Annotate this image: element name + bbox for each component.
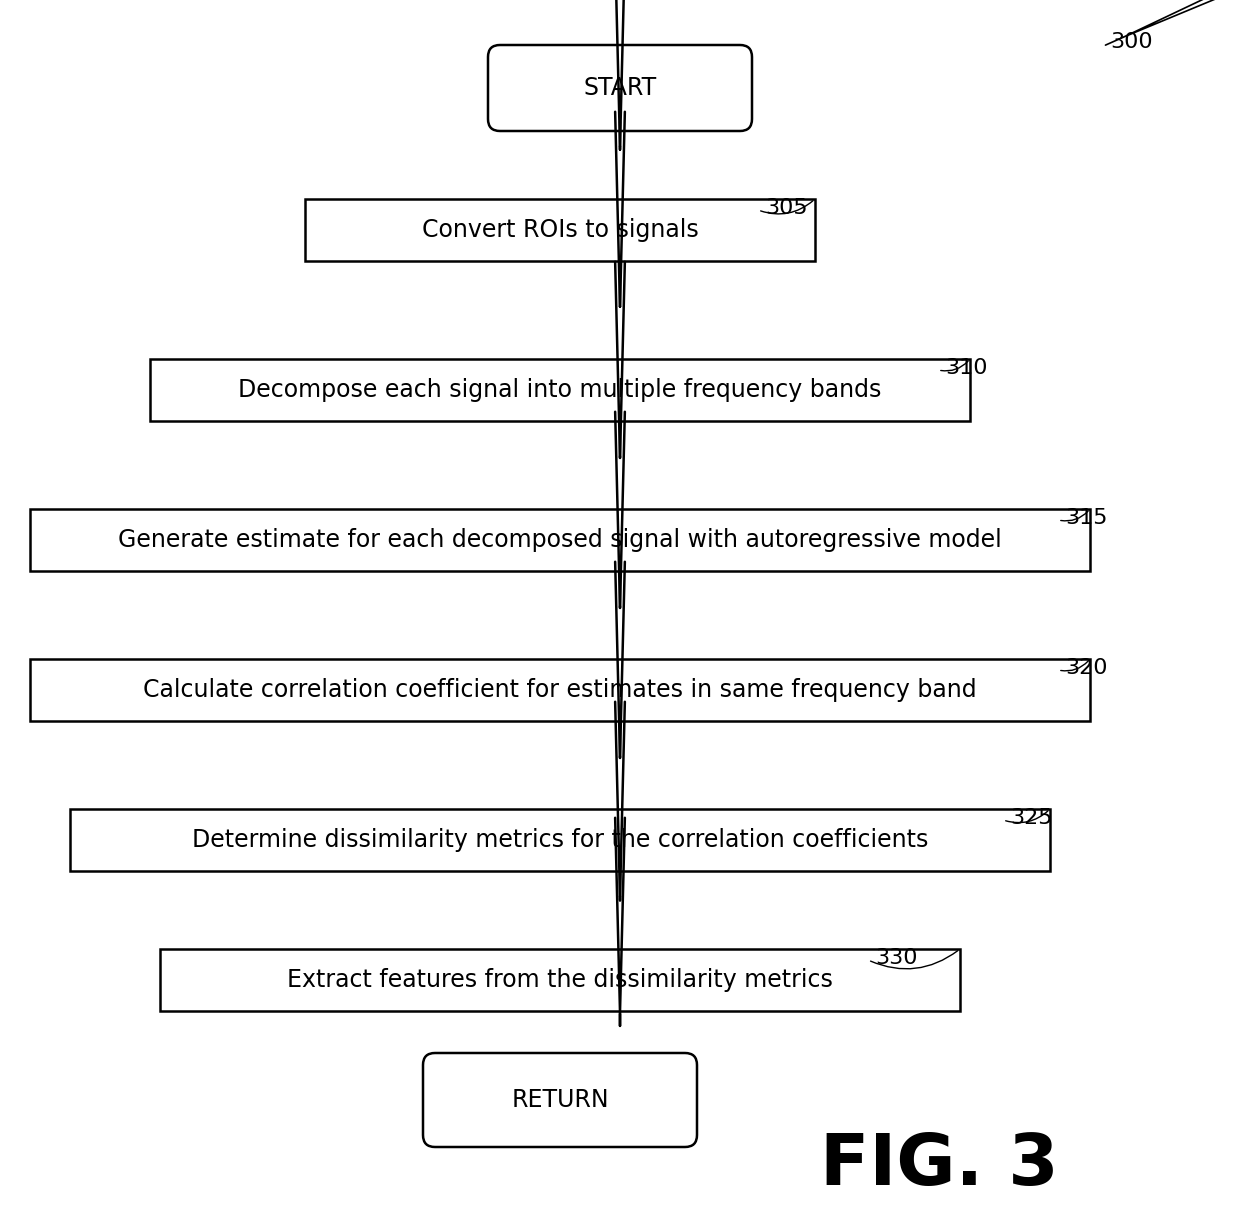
Text: START: START — [583, 76, 657, 100]
FancyBboxPatch shape — [423, 1053, 697, 1148]
Text: 300: 300 — [1110, 31, 1153, 52]
Text: Determine dissimilarity metrics for the correlation coefficients: Determine dissimilarity metrics for the … — [192, 827, 929, 852]
Text: Extract features from the dissimilarity metrics: Extract features from the dissimilarity … — [288, 968, 833, 992]
FancyBboxPatch shape — [30, 509, 1090, 571]
Text: Convert ROIs to signals: Convert ROIs to signals — [422, 217, 698, 242]
Text: RETURN: RETURN — [511, 1088, 609, 1113]
Text: 320: 320 — [1065, 658, 1107, 678]
Text: Calculate correlation coefficient for estimates in same frequency band: Calculate correlation coefficient for es… — [143, 678, 977, 702]
Text: Generate estimate for each decomposed signal with autoregressive model: Generate estimate for each decomposed si… — [118, 528, 1002, 552]
FancyBboxPatch shape — [305, 199, 815, 261]
Text: Decompose each signal into multiple frequency bands: Decompose each signal into multiple freq… — [238, 378, 882, 402]
Text: 330: 330 — [875, 948, 918, 968]
Text: 305: 305 — [765, 198, 807, 217]
FancyBboxPatch shape — [160, 949, 960, 1011]
FancyBboxPatch shape — [30, 660, 1090, 721]
FancyBboxPatch shape — [489, 45, 751, 130]
Text: 325: 325 — [1011, 808, 1053, 827]
Text: FIG. 3: FIG. 3 — [820, 1131, 1059, 1200]
Text: 315: 315 — [1065, 509, 1107, 528]
Text: 310: 310 — [945, 358, 987, 378]
FancyBboxPatch shape — [69, 809, 1050, 871]
FancyBboxPatch shape — [150, 359, 970, 422]
